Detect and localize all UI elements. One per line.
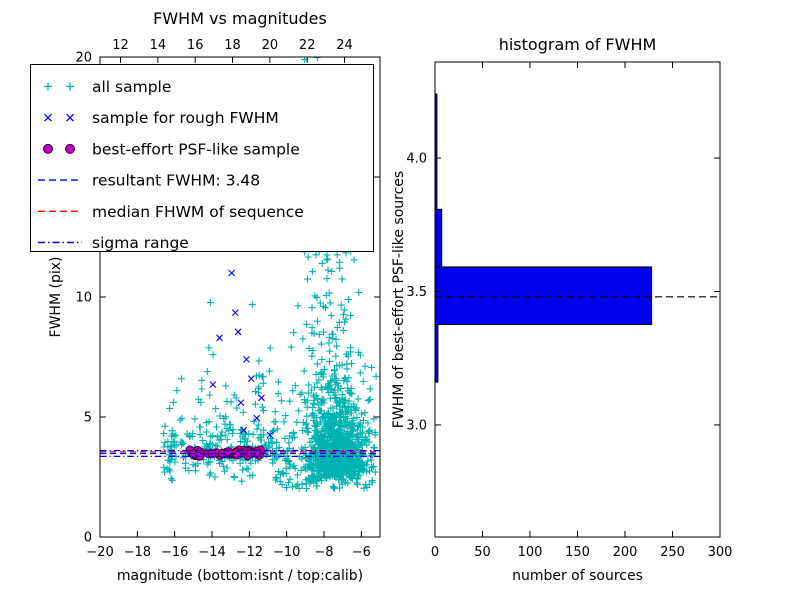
y-tick-label: 20 [75,51,92,66]
legend-entry: best-effort PSF-like sample [43,140,300,158]
y-tick-label: 0 [84,531,92,546]
x-tick-label: −8 [314,545,333,560]
right-plot-title: histogram of FWHM [499,35,657,54]
right-plot-xlabel: number of sources [512,568,643,584]
legend-entry: resultant FWHM: 3.48 [38,172,260,190]
left-plot-ylabel: FWHM (pix) [48,257,64,338]
top-tick-label: 22 [299,38,316,53]
x-tick-label: 150 [565,545,590,560]
y-tick-label: 4.0 [406,152,427,167]
x-tick-label: −12 [236,545,263,560]
series-all-sample-markers [160,57,380,492]
top-tick-label: 14 [150,38,167,53]
legend-frame [30,64,374,252]
y-tick-label: 10 [75,291,92,306]
legend-label: resultant FWHM: 3.48 [92,172,260,190]
legend-entry: all sample [44,78,171,96]
left-plot-area [100,57,380,492]
fwhm-histogram-plot: 0 50 100 150 200 250 300 3.0 3.5 4.0 histogram of … [391,35,732,584]
x-tick-label: 200 [613,545,638,560]
plus-marker-icon [44,82,74,91]
x-tick-label: 100 [518,545,543,560]
top-tick-label: 24 [336,38,353,53]
legend-entry: sample for rough FWHM [44,109,279,127]
circle-marker-icon [65,143,75,154]
x-tick-label: −20 [86,545,113,560]
legend-label: median FHWM of sequence [92,203,304,221]
series-all-sample [160,57,380,492]
histogram-bar [434,208,443,268]
top-tick-label: 16 [187,38,204,53]
legend-label: best-effort PSF-like sample [92,140,300,158]
x-tick-label: −6 [352,545,371,560]
y-tick-label: 3.0 [406,418,427,433]
legend-entry: median FHWM of sequence [38,203,304,221]
x-tick-label: 300 [708,545,733,560]
legend-label: all sample [92,78,171,96]
top-tick-label: 12 [112,38,129,53]
x-tick-label: 250 [660,545,685,560]
fwhm-vs-magnitudes-plot: −20−18−16−14−12−10−8−6051015201214161820… [48,9,381,584]
x-tick-label: −18 [124,545,151,560]
legend-label: sigma range [92,234,189,252]
x-tick-label: 50 [474,545,491,560]
legend: all sample sample for rough FWHM best-effo… [30,64,374,252]
right-plot-ylabel: FWHM of best-effort PSF-like sources [391,171,407,428]
y-tick-label: 3.5 [406,285,427,300]
left-plot-xlabel: magnitude (bottom:isnt / top:calib) [117,568,363,584]
top-tick-label: 20 [262,38,279,53]
x-tick-label: −16 [161,545,188,560]
y-tick-label: 5 [84,411,92,426]
circle-marker-icon [43,143,53,154]
histogram-bar [434,266,653,325]
x-marker-icon [44,113,74,122]
legend-label: sample for rough FWHM [92,109,279,127]
legend-entry: sigma range [38,234,189,252]
top-tick-label: 18 [224,38,241,53]
left-plot-title: FWHM vs magnitudes [153,9,327,28]
x-tick-label: −10 [273,545,300,560]
x-tick-label: −14 [198,545,225,560]
x-tick-label: 0 [431,545,439,560]
